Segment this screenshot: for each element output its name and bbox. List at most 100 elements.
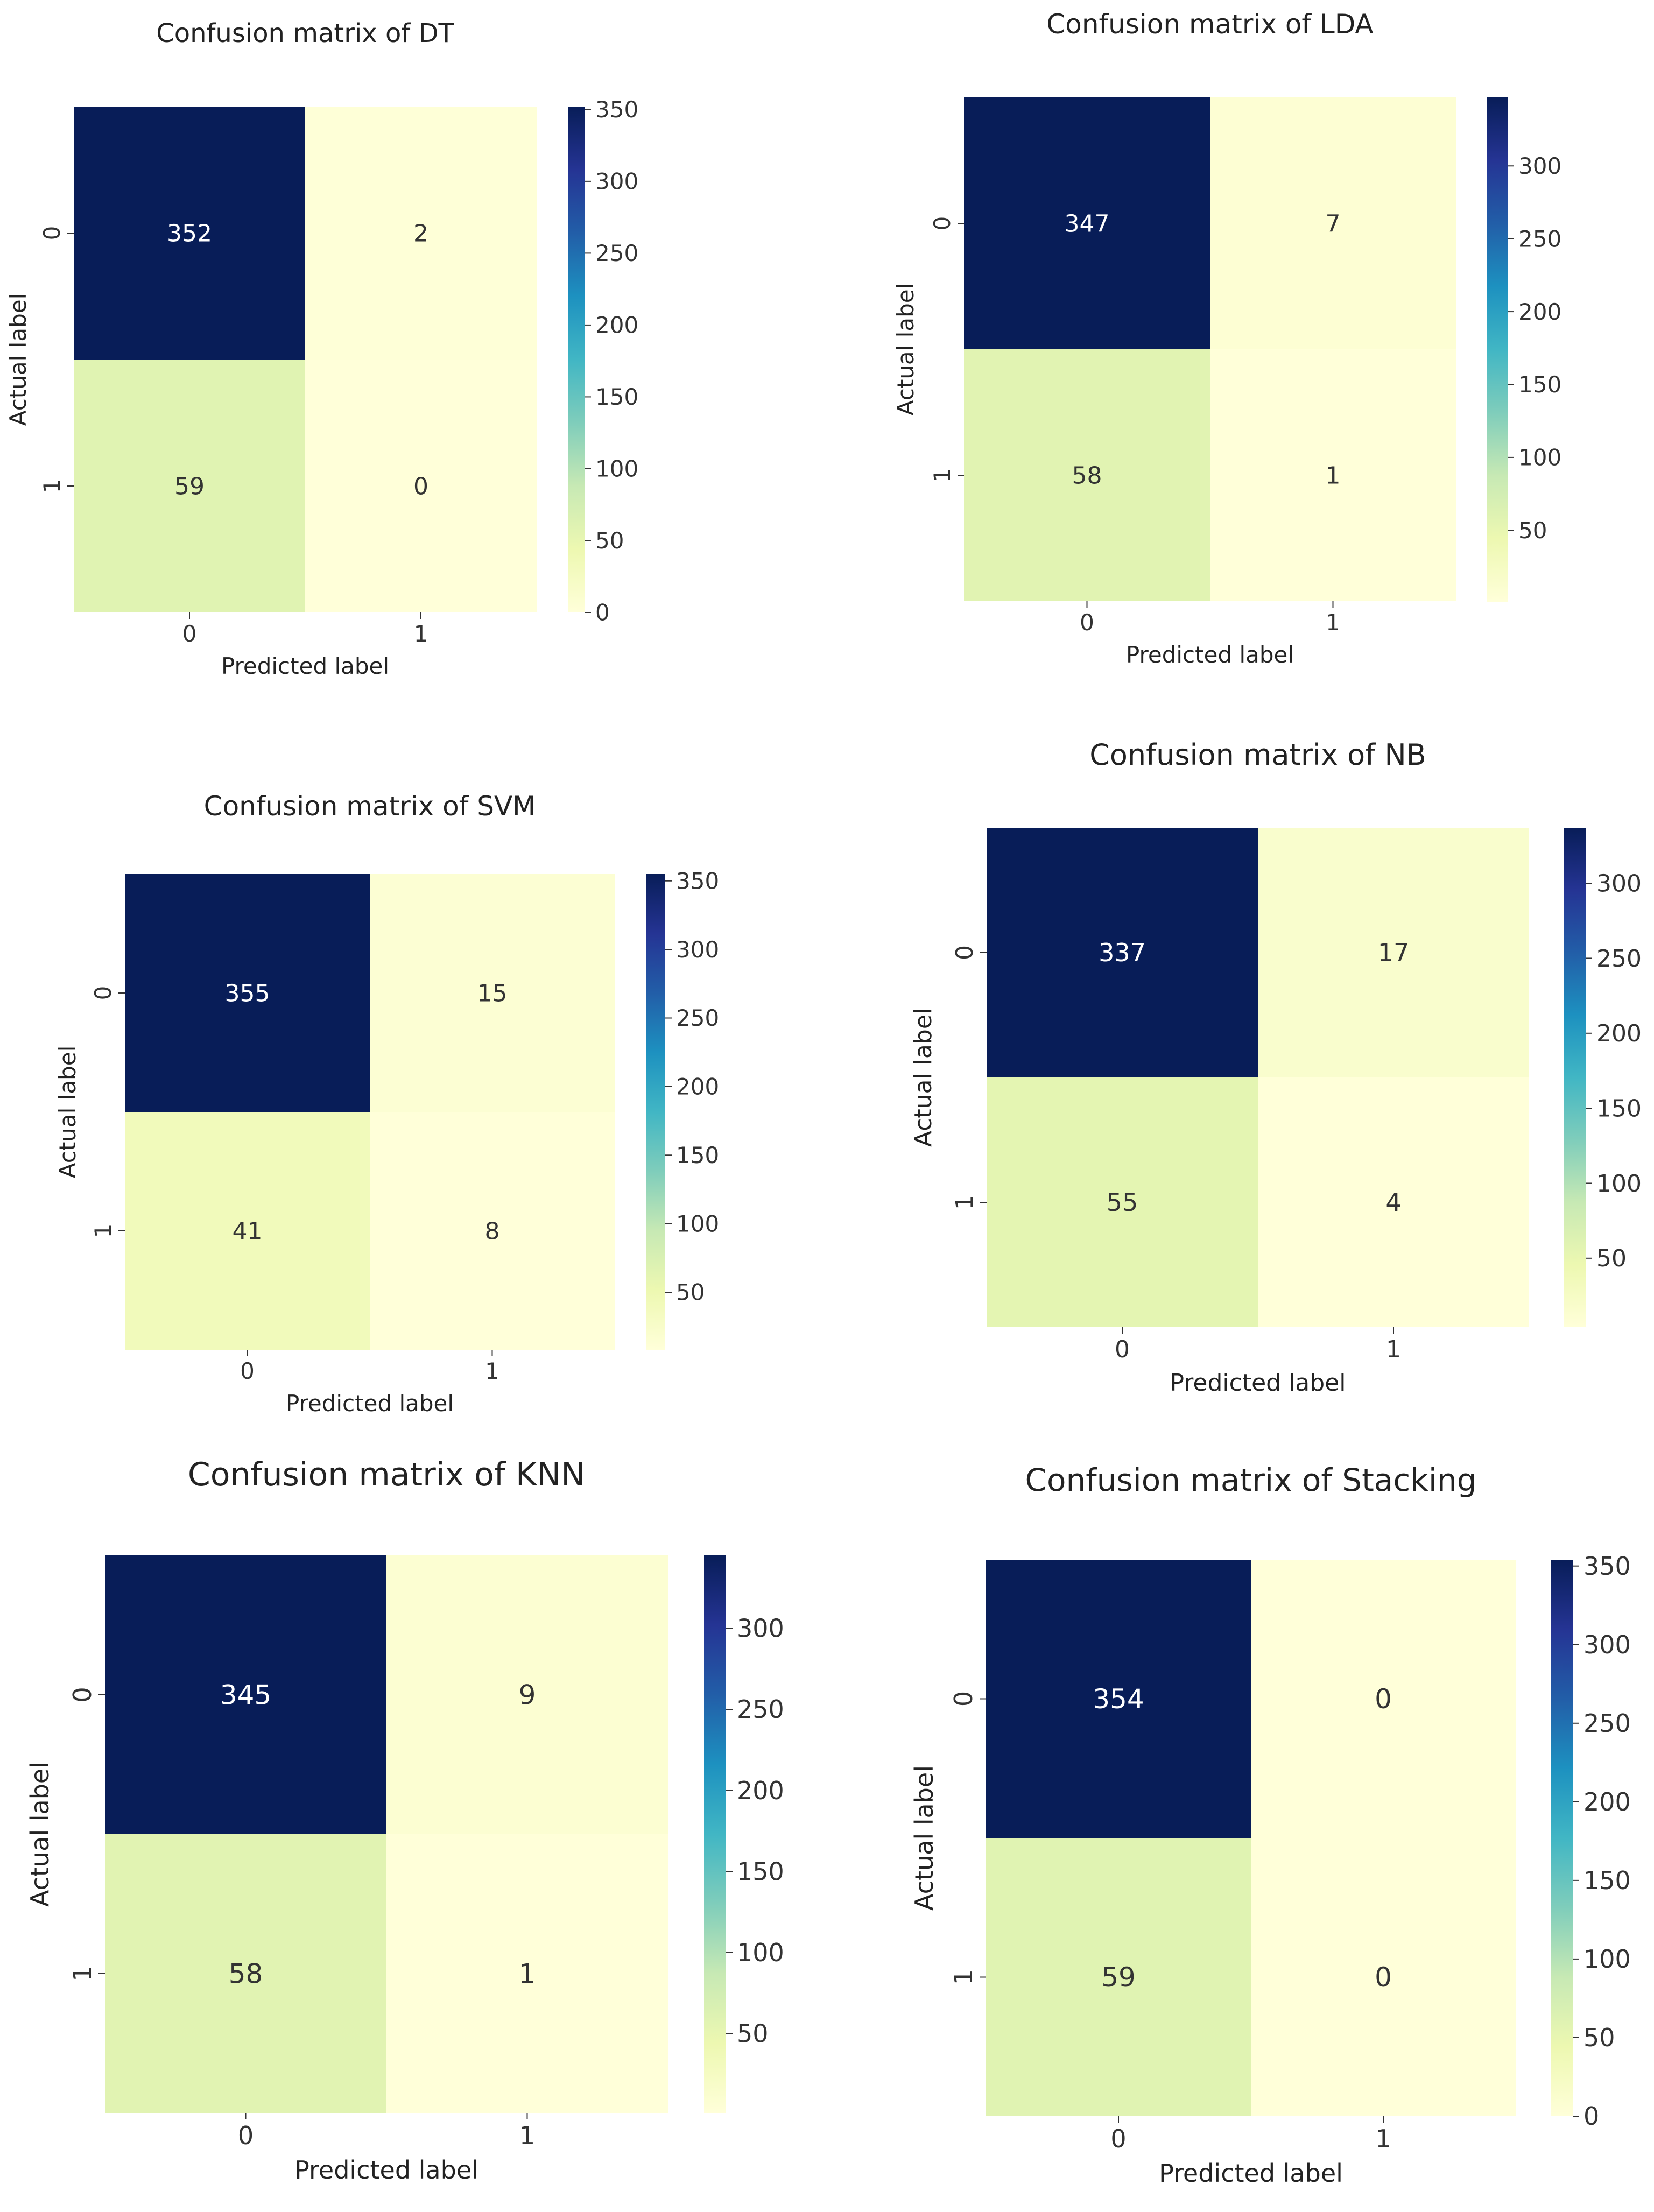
y-axis-label: Actual label <box>54 1046 81 1179</box>
heatmap-cell-0-1 <box>386 1555 668 1834</box>
colorbar-tick-label: 100 <box>1583 1945 1631 1974</box>
colorbar-tick-label: 150 <box>737 1857 784 1886</box>
heatmap-cell-1-0 <box>125 1112 370 1350</box>
x-axis-label: Predicted label <box>286 1390 454 1417</box>
colorbar-tick-label: 350 <box>1583 1552 1631 1581</box>
colorbar-tick-label: 50 <box>595 527 624 554</box>
confusion-matrix-panel-5: Confusion matrix of KNN 345 9 58 1 0 1 0 1 Predic… <box>25 1456 784 2185</box>
x-tick-label: 0 <box>1080 609 1094 636</box>
colorbar-tick-label: 100 <box>1596 1170 1642 1197</box>
chart-title: Confusion matrix of SVM <box>204 791 536 822</box>
cell-value-label: 15 <box>477 980 508 1007</box>
colorbar <box>704 1555 726 2113</box>
cell-value-label: 352 <box>167 220 212 247</box>
colorbar-tick-label: 100 <box>737 1938 784 1967</box>
y-tick-label: 0 <box>90 986 116 1001</box>
x-axis-label: Predicted label <box>294 2155 478 2185</box>
cell-value-label: 2 <box>413 220 428 247</box>
colorbar-tick-label: 350 <box>676 868 719 894</box>
cell-value-label: 59 <box>1101 1962 1136 1993</box>
chart-title: Confusion matrix of DT <box>156 18 454 48</box>
chart-title: Confusion matrix of NB <box>1089 738 1426 772</box>
colorbar-tick-label: 300 <box>595 168 638 195</box>
x-axis-label: Predicted label <box>1126 642 1294 668</box>
colorbar-tick-label: 250 <box>1583 1709 1631 1738</box>
x-tick-label: 1 <box>1326 609 1340 636</box>
colorbar-tick-label: 150 <box>1518 371 1561 398</box>
colorbar-tick-label: 200 <box>1518 299 1561 325</box>
heatmap-cell-1-1 <box>1251 1838 1516 2116</box>
colorbar-tick-label: 150 <box>595 384 638 410</box>
colorbar <box>646 874 665 1350</box>
colorbar-tick-label: 50 <box>1583 2023 1615 2052</box>
heatmap-cell-1-0 <box>987 1077 1258 1327</box>
colorbar-tick-label: 100 <box>595 456 638 482</box>
cell-value-label: 345 <box>220 1680 271 1711</box>
colorbar-tick-label: 50 <box>676 1279 705 1306</box>
colorbar-tick-label: 200 <box>737 1776 784 1805</box>
colorbar-tick-label: 300 <box>737 1614 784 1643</box>
y-tick-label: 0 <box>951 945 979 960</box>
colorbar-tick-label: 0 <box>1583 2102 1599 2131</box>
colorbar-tick-label: 250 <box>676 1005 719 1031</box>
heatmap-cell-0-0 <box>74 107 305 360</box>
confusion-matrix-panel-3: Confusion matrix of SVM 355 15 41 8 0 1 0 1 Predi… <box>54 791 719 1417</box>
heatmap-cell-1-0 <box>105 1834 386 2113</box>
colorbar <box>568 107 585 612</box>
heatmap-cell-0-1 <box>370 874 615 1112</box>
heatmap-cell-1-1 <box>1258 1077 1529 1327</box>
y-tick-label: 0 <box>949 1691 978 1707</box>
heatmap-cell-1-1 <box>370 1112 615 1350</box>
x-tick-label: 0 <box>238 2121 254 2150</box>
y-tick-label: 0 <box>39 226 65 241</box>
heatmap-cell-1-0 <box>964 349 1210 601</box>
confusion-matrix-panel-4: Confusion matrix of NB 337 17 55 4 0 1 0 1 Predic… <box>910 738 1642 1397</box>
colorbar-tick-label: 250 <box>595 240 638 266</box>
cell-value-label: 9 <box>519 1680 536 1711</box>
colorbar-tick-label: 300 <box>1518 153 1561 179</box>
heatmap-cell-0-0 <box>125 874 370 1112</box>
y-tick-label: 0 <box>929 216 955 231</box>
heatmap-cell-0-1 <box>1210 97 1456 349</box>
colorbar-tick-label: 300 <box>1596 870 1642 898</box>
cell-value-label: 55 <box>1107 1188 1138 1217</box>
y-tick-label: 1 <box>90 1224 116 1238</box>
y-tick-label: 1 <box>949 1969 978 1985</box>
colorbar-tick-label: 250 <box>1596 945 1642 973</box>
cell-value-label: 0 <box>1375 1962 1392 1993</box>
heatmap-cell-0-1 <box>1251 1560 1516 1838</box>
heatmap-cell-0-1 <box>305 107 537 360</box>
y-axis-label: Actual label <box>892 283 919 416</box>
y-axis-label: Actual label <box>910 1008 937 1147</box>
chart-title: Confusion matrix of LDA <box>1046 9 1373 40</box>
cell-value-label: 7 <box>1326 210 1341 237</box>
y-axis-label: Actual label <box>910 1765 939 1911</box>
x-tick-label: 1 <box>485 1358 499 1384</box>
colorbar-tick-label: 350 <box>595 96 638 123</box>
heatmap-cell-1-1 <box>1210 349 1456 601</box>
confusion-matrix-panel-6: Confusion matrix of Stacking 354 0 59 0 0 1 0 1 P… <box>910 1462 1631 2188</box>
colorbar-tick-label: 50 <box>1596 1245 1627 1272</box>
y-tick-label: 0 <box>68 1687 97 1702</box>
cell-value-label: 4 <box>1385 1188 1401 1217</box>
cell-value-label: 354 <box>1093 1683 1144 1715</box>
cell-value-label: 8 <box>485 1217 500 1245</box>
colorbar-tick-label: 50 <box>737 2019 769 2048</box>
chart-title: Confusion matrix of Stacking <box>1025 1462 1476 1498</box>
colorbar <box>1564 828 1586 1327</box>
y-axis-label: Actual label <box>25 1762 54 1907</box>
cell-value-label: 347 <box>1065 210 1110 237</box>
chart-title: Confusion matrix of KNN <box>188 1456 585 1494</box>
heatmap-cell-0-0 <box>964 97 1210 349</box>
colorbar-tick-label: 200 <box>676 1074 719 1100</box>
colorbar-tick-label: 100 <box>676 1210 719 1237</box>
colorbar-tick-label: 150 <box>1596 1095 1642 1123</box>
x-tick-label: 1 <box>1375 2124 1391 2153</box>
x-tick-label: 0 <box>1115 1336 1130 1363</box>
cell-value-label: 0 <box>413 473 428 500</box>
colorbar-tick-label: 50 <box>1518 517 1547 544</box>
x-tick-label: 0 <box>1110 2124 1126 2153</box>
cell-value-label: 1 <box>1326 462 1341 489</box>
heatmap-cell-0-0 <box>987 828 1258 1077</box>
